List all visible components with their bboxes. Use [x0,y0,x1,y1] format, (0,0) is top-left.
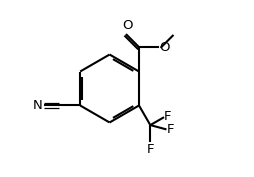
Text: F: F [164,110,171,123]
Text: O: O [122,19,133,32]
Text: O: O [159,41,169,54]
Text: N: N [33,99,43,112]
Text: F: F [147,142,154,156]
Text: F: F [166,123,174,136]
